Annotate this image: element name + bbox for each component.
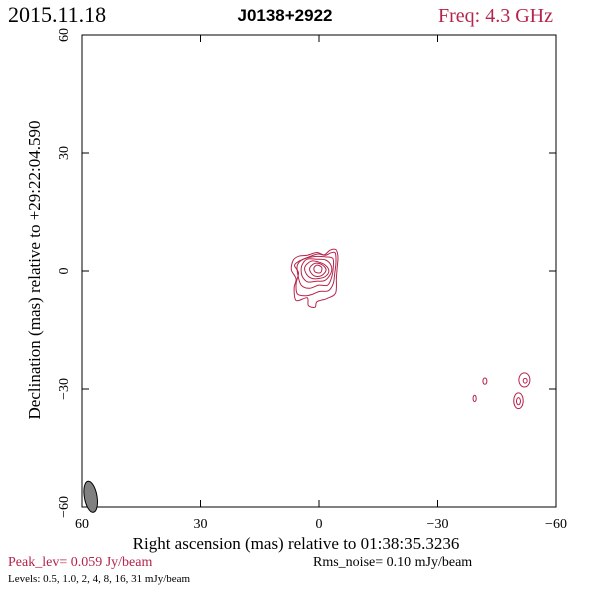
contour-layer — [290, 248, 531, 410]
beam-ellipse — [83, 480, 98, 513]
beam-layer — [83, 480, 98, 513]
y-tick-label-0: 60 — [57, 28, 72, 42]
y-tick-label-3: −30 — [57, 378, 72, 400]
x-tick-label-4: −60 — [545, 517, 567, 532]
y-tick-label-2: 0 — [57, 268, 72, 275]
source-name: J0138+2922 — [237, 6, 332, 25]
contour-level-0 — [290, 248, 339, 308]
rms-noise: Rms_noise= 0.10 mJy/beam — [313, 555, 472, 570]
y-tick-label-1: 30 — [57, 146, 72, 160]
contour-level-6 — [313, 264, 323, 274]
x-axis-label: Right ascension (mas) relative to 01:38:… — [133, 534, 460, 553]
axis-ticks — [81, 34, 557, 508]
observation-date: 2015.11.18 — [8, 2, 106, 27]
minor-contour-1 — [522, 377, 528, 384]
frequency-label: Freq: 4.3 GHz — [438, 5, 553, 27]
minor-contour-0 — [518, 372, 531, 388]
minor-contour-2 — [513, 392, 524, 410]
contour-level-2 — [296, 255, 335, 289]
x-tick-labels: 60 30 0 −30 −60 — [75, 517, 567, 532]
contour-level-1 — [294, 251, 337, 297]
y-tick-label-4: −60 — [57, 496, 72, 518]
x-tick-label-1: 30 — [194, 517, 208, 532]
peak-level: Peak_lev= 0.059 Jy/beam — [8, 555, 152, 570]
minor-contour-5 — [472, 394, 477, 403]
contour-level-4 — [304, 260, 330, 280]
x-tick-label-3: −30 — [427, 517, 449, 532]
minor-contour-3 — [516, 397, 521, 406]
y-tick-labels: 60 30 0 −30 −60 — [57, 28, 72, 518]
contour-levels: Levels: 0.5, 1.0, 2, 4, 8, 16, 31 mJy/be… — [8, 573, 191, 585]
x-tick-label-2: 0 — [316, 517, 323, 532]
minor-contour-4 — [482, 377, 488, 385]
y-axis-label: Declination (mas) relative to +29:22:04.… — [25, 121, 44, 420]
contour-level-5 — [309, 262, 327, 278]
contour-level-3 — [300, 258, 333, 283]
plot-frame — [81, 34, 557, 508]
x-tick-label-0: 60 — [75, 517, 89, 532]
